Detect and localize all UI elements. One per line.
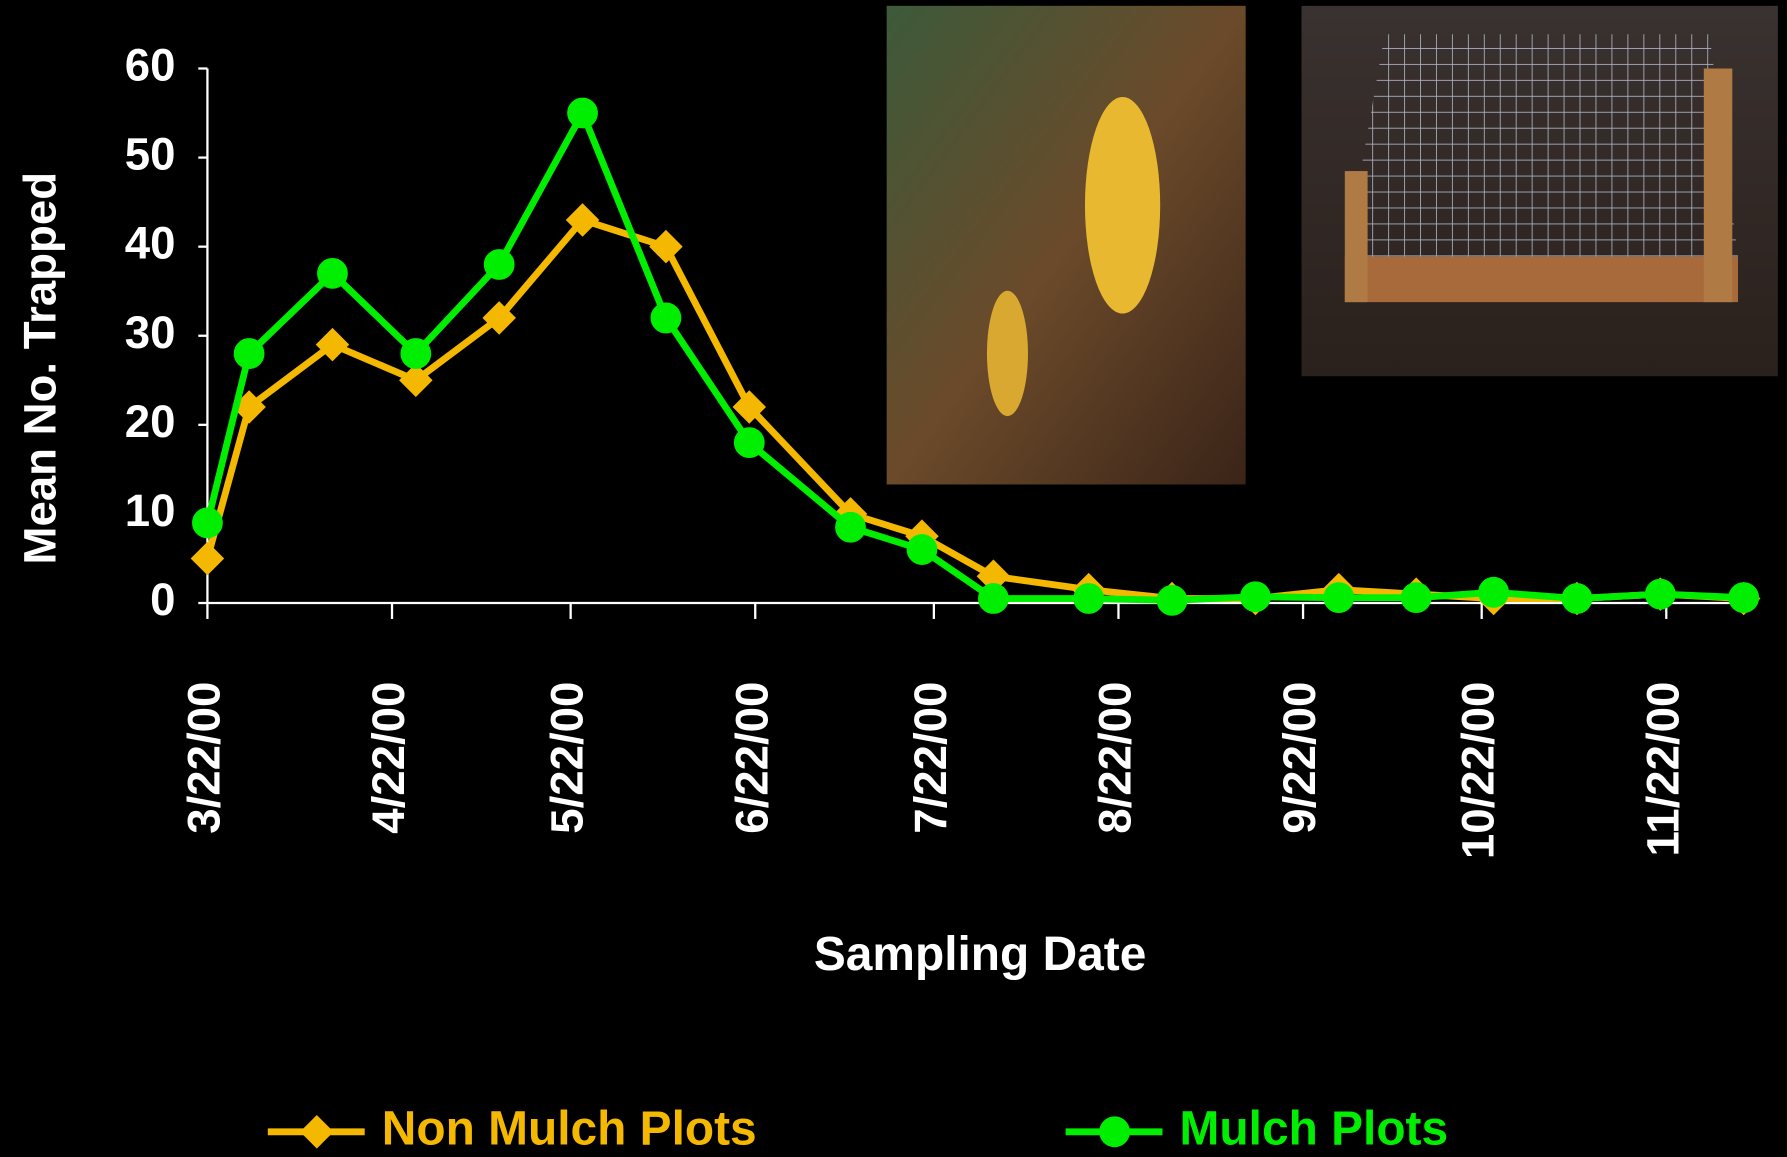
legend-label: Non Mulch Plots [382, 1102, 757, 1155]
marker [300, 1115, 334, 1149]
marker [1099, 1116, 1130, 1148]
y-tick-label: 20 [125, 396, 176, 447]
marker [906, 534, 938, 565]
y-tick-label: 50 [125, 129, 176, 180]
y-tick-label: 30 [125, 307, 176, 358]
marker [567, 97, 598, 129]
marker [1240, 581, 1271, 613]
marker [400, 338, 432, 369]
y-tick-label: 10 [125, 485, 176, 536]
y-tick-label: 40 [125, 218, 176, 269]
series [192, 97, 1760, 616]
x-tick-label: 7/22/00 [905, 682, 956, 834]
marker [650, 302, 682, 334]
marker [1073, 583, 1105, 614]
marker [192, 507, 223, 539]
y-axis-label: Mean No. Trapped [14, 172, 65, 565]
x-tick-label: 6/22/00 [726, 682, 777, 834]
x-tick-label: 8/22/00 [1090, 682, 1141, 834]
x-tick-label: 11/22/00 [1637, 682, 1688, 857]
marker [482, 301, 516, 335]
x-tick-label: 10/22/00 [1453, 682, 1504, 859]
y-tick-label: 60 [125, 40, 176, 91]
marker [190, 541, 225, 576]
marker [978, 583, 1009, 614]
marker [1561, 583, 1593, 614]
x-tick-label: 5/22/00 [542, 682, 593, 834]
marker [317, 258, 348, 289]
marker [1478, 576, 1509, 608]
marker [649, 229, 683, 264]
marker [399, 363, 433, 398]
y-tick-label: 0 [150, 574, 175, 625]
marker [1323, 582, 1355, 614]
x-tick-label: 9/22/00 [1274, 682, 1325, 834]
marker [835, 511, 866, 543]
marker [483, 249, 515, 280]
x-tick-label: 3/22/00 [178, 682, 229, 834]
marker [233, 338, 265, 369]
marker [733, 427, 765, 459]
marker [1644, 578, 1676, 610]
marker [1400, 582, 1432, 614]
marker [315, 327, 350, 362]
marker [565, 203, 600, 237]
marker [1728, 582, 1760, 614]
x-axis-label: Sampling Date [814, 928, 1146, 981]
insect-photo [886, 5, 1246, 485]
cage-photo [1301, 5, 1778, 377]
marker [1156, 584, 1188, 616]
x-tick-label: 4/22/00 [363, 682, 414, 834]
legend-label: Mulch Plots [1180, 1102, 1449, 1155]
marker [732, 390, 767, 424]
